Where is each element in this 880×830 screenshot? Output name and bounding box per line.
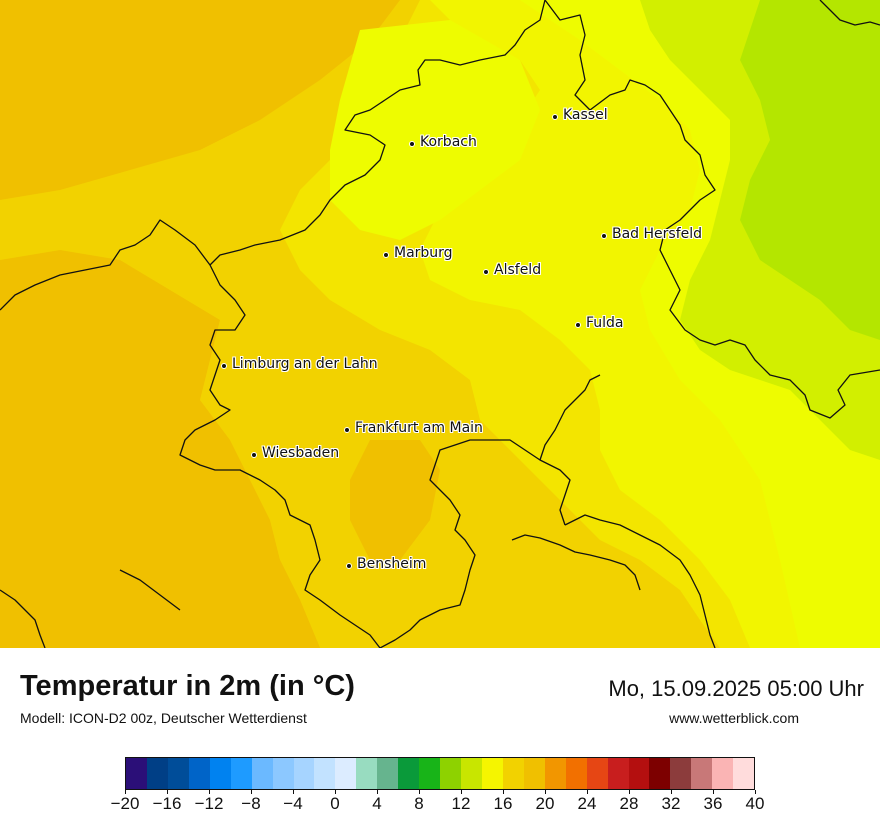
legend-tick-label: −12 [194,794,224,813]
legend-tick-mark [460,790,462,794]
legend-swatch [691,758,713,789]
legend-tick-mark [250,790,252,794]
temperature-map [0,0,880,648]
legend-tick-label: 28 [619,794,639,813]
color-scale-legend [125,757,755,790]
legend-swatch [251,758,273,789]
legend-swatch [209,758,231,789]
legend-tick-label: 40 [745,794,765,813]
map-footer: Temperatur in 2m (in °C) Modell: ICON-D2… [0,648,880,830]
legend-swatch [733,758,755,789]
city-label: Bad Hersfeld [612,226,703,242]
legend-swatch [649,758,671,789]
legend-tick-mark [502,790,504,794]
city-dot-icon [383,252,389,258]
city-label: Marburg [394,245,453,261]
legend-swatch [146,758,168,789]
legend-tick-mark [292,790,294,794]
legend-tick-mark [376,790,378,794]
legend-swatch [230,758,252,789]
legend-swatch [126,758,147,789]
legend-swatch [544,758,566,789]
city-dot-icon [251,452,257,458]
legend-tick-label: 12 [451,794,471,813]
legend-swatch [188,758,210,789]
legend-swatch [272,758,294,789]
legend-tick-label: 0 [330,794,340,813]
legend-tick-mark [586,790,588,794]
legend-swatch [440,758,461,789]
legend-swatch [607,758,629,789]
legend-swatch [335,758,357,789]
legend-swatch [628,758,650,789]
legend-swatch [167,758,189,789]
legend-tick-label: 36 [703,794,723,813]
legend-tick-label: −16 [152,794,182,813]
color-scale-ticks: −20 −16 −12 −8 −4 0 4 8 12 16 20 24 28 32 36 40 [0,790,880,820]
legend-swatch [586,758,608,789]
legend-tick-mark [418,790,420,794]
map-title: Temperatur in 2m (in °C) [20,670,355,702]
region-borders [0,0,880,648]
city-dot-icon [483,269,489,275]
legend-tick-mark [754,790,756,794]
city-label: Wiesbaden [262,445,340,461]
website-link[interactable]: www.wetterblick.com [669,710,799,726]
city-dot-icon [221,363,227,369]
legend-tick-mark [334,790,336,794]
legend-swatch [461,758,482,789]
legend-tick-label: 20 [535,794,555,813]
legend-swatch [314,758,336,789]
legend-tick-label: 32 [661,794,681,813]
legend-swatch [523,758,545,789]
legend-swatch [398,758,420,789]
temperature-field-20-south [0,410,320,648]
city-label: Alsfeld [494,262,542,278]
city-dot-icon [409,141,415,147]
legend-tick-label: 4 [372,794,382,813]
city-dot-icon [601,233,607,239]
legend-tick-label: −20 [110,794,140,813]
legend-swatch [502,758,524,789]
legend-swatch [356,758,378,789]
legend-tick-label: 24 [577,794,597,813]
model-source-text: Modell: ICON-D2 00z, Deutscher Wetterdie… [20,710,307,726]
legend-swatch [670,758,692,789]
city-label: Limburg an der Lahn [232,356,378,372]
city-label: Kassel [563,107,608,123]
legend-swatch [377,758,399,789]
legend-tick-label: 16 [493,794,513,813]
legend-tick-mark [670,790,672,794]
temperature-field-20-mid [350,440,440,560]
temperature-field-11b [800,240,880,330]
legend-tick-mark [628,790,630,794]
city-dot-icon [552,114,558,120]
legend-swatch [565,758,587,789]
legend-swatch [419,758,441,789]
city-label: Korbach [420,134,477,150]
city-dot-icon [575,322,581,328]
legend-swatch [481,758,503,789]
legend-swatch [712,758,734,789]
legend-tick-label: −4 [283,794,303,813]
forecast-datetime: Mo, 15.09.2025 05:00 Uhr [608,676,864,701]
legend-tick-label: 8 [414,794,424,813]
temperature-field-14b [330,20,540,240]
legend-tick-mark [712,790,714,794]
city-label: Fulda [586,315,624,331]
legend-tick-mark [124,790,126,794]
legend-tick-label: −8 [241,794,261,813]
city-label: Frankfurt am Main [355,420,483,436]
city-label: Bensheim [357,556,427,572]
legend-tick-mark [166,790,168,794]
map-area: Kassel Korbach Bad Hersfeld Marburg Alsf… [0,0,880,648]
legend-swatch [293,758,315,789]
legend-tick-mark [208,790,210,794]
legend-tick-mark [544,790,546,794]
city-dot-icon [346,563,352,569]
city-dot-icon [344,427,350,433]
